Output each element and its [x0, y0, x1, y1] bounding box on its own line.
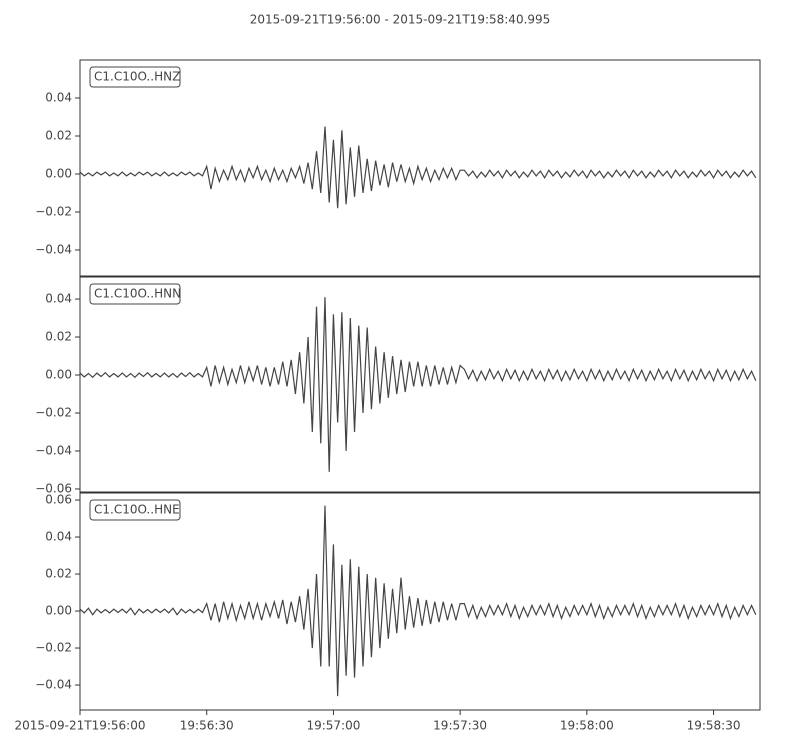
y-tick-label: −0.02 [35, 405, 72, 419]
x-tick-label: 19:56:30 [180, 719, 234, 733]
y-tick-label: 0.02 [45, 330, 72, 344]
y-tick-label: 0.00 [45, 604, 72, 618]
y-tick-label: 0.00 [45, 166, 72, 180]
y-tick-label: 0.04 [45, 530, 72, 544]
waveform [80, 297, 757, 472]
x-tick-label: 19:58:30 [687, 719, 741, 733]
y-tick-label: 0.04 [45, 90, 72, 104]
chart-title: 2015-09-21T19:56:00 - 2015-09-21T19:58:4… [250, 13, 551, 27]
x-tick-label: 19:57:00 [306, 719, 360, 733]
legend-box [89, 66, 181, 88]
y-tick-label: 0.06 [45, 493, 72, 507]
y-tick-label: 0.00 [45, 368, 72, 382]
waveform [80, 126, 757, 209]
y-tick-label: 0.02 [45, 128, 72, 142]
legend-label: C1.C10O..HNE [94, 503, 180, 517]
y-tick-label: −0.02 [35, 641, 72, 655]
legend-box [89, 499, 181, 521]
panel-frame [79, 59, 761, 277]
panel-frame [79, 492, 761, 711]
y-tick-label: −0.02 [35, 204, 72, 218]
y-tick-label: −0.04 [35, 678, 72, 692]
x-tick-label: 2015-09-21T19:56:00 [15, 719, 146, 733]
y-tick-label: 0.02 [45, 567, 72, 581]
legend-label: C1.C10O..HNN [94, 287, 181, 301]
panel-frame [79, 276, 761, 493]
y-tick-label: 0.04 [45, 292, 72, 306]
x-tick-label: 19:57:30 [433, 719, 487, 733]
waveform [80, 505, 757, 697]
y-tick-label: −0.04 [35, 443, 72, 457]
y-tick-label: −0.04 [35, 242, 72, 256]
y-tick-label: −0.06 [35, 481, 72, 495]
legend-box [89, 283, 181, 305]
x-tick-label: 19:58:00 [560, 719, 614, 733]
legend-label: C1.C10O..HNZ [94, 70, 180, 84]
